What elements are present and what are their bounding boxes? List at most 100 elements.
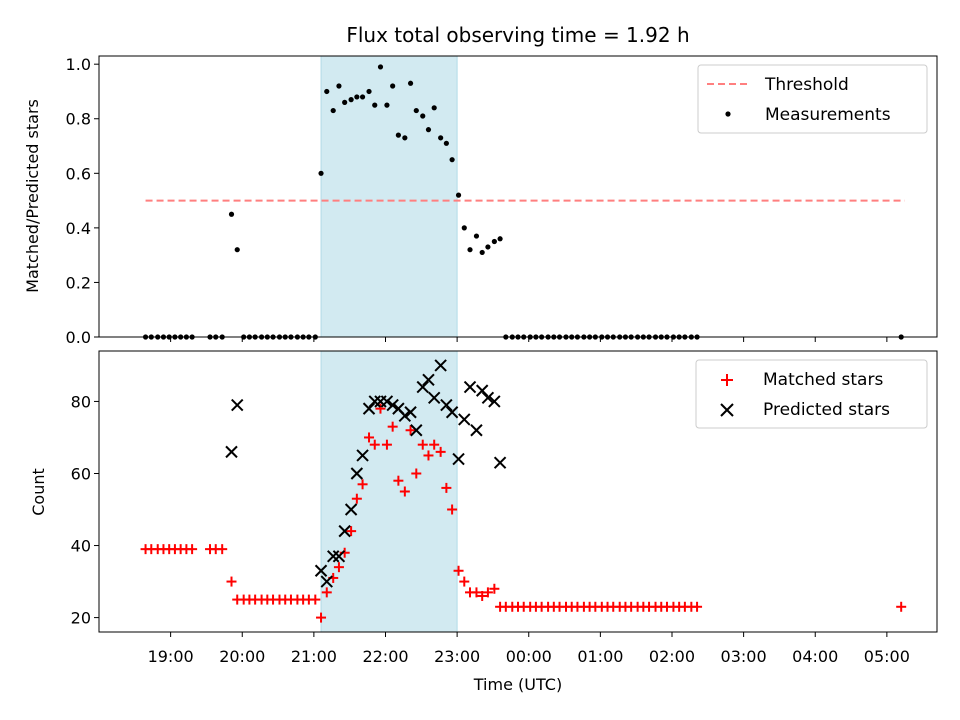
- matched-star-point: [471, 587, 482, 598]
- legend-predicted-marker: [720, 403, 734, 417]
- predicted-star-point: [380, 395, 394, 408]
- xtick-label: 20:00: [219, 647, 265, 666]
- measurement-point: [228, 211, 235, 217]
- matched-star-point: [351, 493, 362, 504]
- bottom-ylabel: Count: [29, 468, 48, 516]
- predicted-star-point: [410, 424, 423, 437]
- measurement-point: [372, 102, 378, 108]
- measurement-point: [413, 107, 419, 114]
- matched-star-point: [692, 601, 703, 612]
- measurement-point: [479, 249, 485, 256]
- predicted-star-point: [350, 467, 364, 480]
- bottom-ytick-label: 80: [71, 392, 91, 411]
- predicted-star-point: [404, 406, 417, 419]
- matched-star-point: [381, 439, 392, 450]
- predicted-star-point: [338, 524, 351, 538]
- predicted-star-point: [320, 575, 333, 588]
- legend-threshold-label: Threshold: [764, 75, 849, 95]
- top-ytick-label: 0.2: [66, 273, 91, 292]
- measurement-point: [420, 113, 426, 119]
- predicted-star-point: [231, 398, 244, 412]
- matched-star-point: [447, 504, 458, 515]
- measurement-point: [377, 64, 384, 70]
- matched-star-point: [346, 526, 357, 537]
- predicted-star-point: [344, 503, 358, 516]
- matched-star-point: [333, 562, 344, 573]
- bottom-panel: 20 40 60 80 19:00 20:00 21:00 22:00 23:00 00:00 0…: [29, 350, 938, 694]
- bottom-legend-box: [695, 359, 928, 429]
- xtick-label: 05:00: [864, 647, 910, 666]
- matched-star-point: [316, 612, 327, 623]
- predicted-star-point: [445, 406, 459, 419]
- matched-star-point: [896, 601, 907, 612]
- predicted-star-point: [481, 391, 495, 405]
- legend-measurements-marker: [725, 111, 731, 117]
- matched-star-point: [375, 403, 386, 414]
- matched-star-point: [364, 432, 375, 443]
- xtick-label: 04:00: [792, 647, 838, 666]
- measurement-point: [390, 83, 396, 89]
- top-panel: 0.0 0.2 0.4 0.6 0.8 1.0 Matched/Predicted sta…: [23, 55, 938, 347]
- predicted-star-point: [458, 413, 471, 426]
- matched-star-point: [369, 439, 380, 450]
- measurement-point: [497, 236, 503, 242]
- predicted-star-point: [434, 359, 447, 372]
- predicted-star-point: [225, 445, 238, 459]
- measurement-point: [324, 88, 330, 95]
- predicted-star-point: [463, 380, 477, 394]
- bottom-ytick-label: 40: [71, 537, 91, 556]
- matched-star-point: [417, 439, 428, 450]
- matched-star-point: [441, 482, 452, 493]
- measurement-point: [359, 94, 366, 100]
- measurement-point: [342, 99, 348, 105]
- matched-star-point: [387, 421, 398, 432]
- measurement-point: [461, 225, 467, 231]
- top-ytick-label: 0.6: [66, 164, 91, 183]
- measurement-point: [431, 105, 437, 111]
- matched-star-point: [226, 576, 237, 587]
- predicted-star-point: [493, 456, 507, 469]
- measurement-point: [384, 102, 390, 108]
- measurement-point: [402, 135, 408, 141]
- bottom-xlabel: Time (UTC): [473, 675, 562, 694]
- bottom-axes-frame: [98, 350, 938, 633]
- observing-window-span: [320, 55, 458, 338]
- measurement-point: [366, 88, 372, 95]
- matched-star-point: [435, 446, 446, 457]
- matched-star-point: [217, 544, 228, 555]
- matched-star-point: [357, 479, 368, 490]
- matched-star-point: [321, 587, 332, 598]
- matched-star-point: [459, 576, 470, 587]
- matched-star-point: [423, 450, 434, 461]
- top-ylabel: Matched/Predicted stars: [23, 99, 42, 293]
- top-legend-box: [697, 64, 928, 134]
- predicted-star-point: [416, 380, 429, 394]
- top-ytick-label: 0.4: [66, 219, 91, 238]
- measurement-point: [348, 97, 354, 103]
- measurement-point: [318, 170, 324, 176]
- predicted-star-point: [314, 564, 328, 577]
- matched-star-point: [489, 583, 500, 594]
- predicted-star-point: [327, 550, 340, 563]
- measurement-point: [455, 192, 462, 198]
- xtick-label: 01:00: [577, 647, 623, 666]
- bottom-ytick-label: 60: [71, 464, 91, 483]
- legend-matched-marker: [721, 374, 733, 386]
- xtick-label: 03:00: [721, 647, 767, 666]
- predicted-star-point: [356, 449, 369, 462]
- bottom-ytick-label: 20: [71, 609, 91, 628]
- top-axes-frame: [98, 55, 938, 338]
- measurement-point: [449, 157, 455, 163]
- measurement-point: [330, 107, 336, 114]
- matched-star-point: [187, 544, 198, 555]
- measurement-point: [443, 140, 449, 146]
- measurement-point: [336, 83, 342, 89]
- matched-star-point: [405, 425, 416, 436]
- matched-star-point: [453, 565, 464, 576]
- predicted-star-point: [440, 398, 453, 412]
- predicted-star-point: [398, 409, 412, 423]
- xtick-label: 21:00: [291, 647, 337, 666]
- measurement-point: [485, 244, 491, 250]
- measurement-point: [438, 135, 444, 141]
